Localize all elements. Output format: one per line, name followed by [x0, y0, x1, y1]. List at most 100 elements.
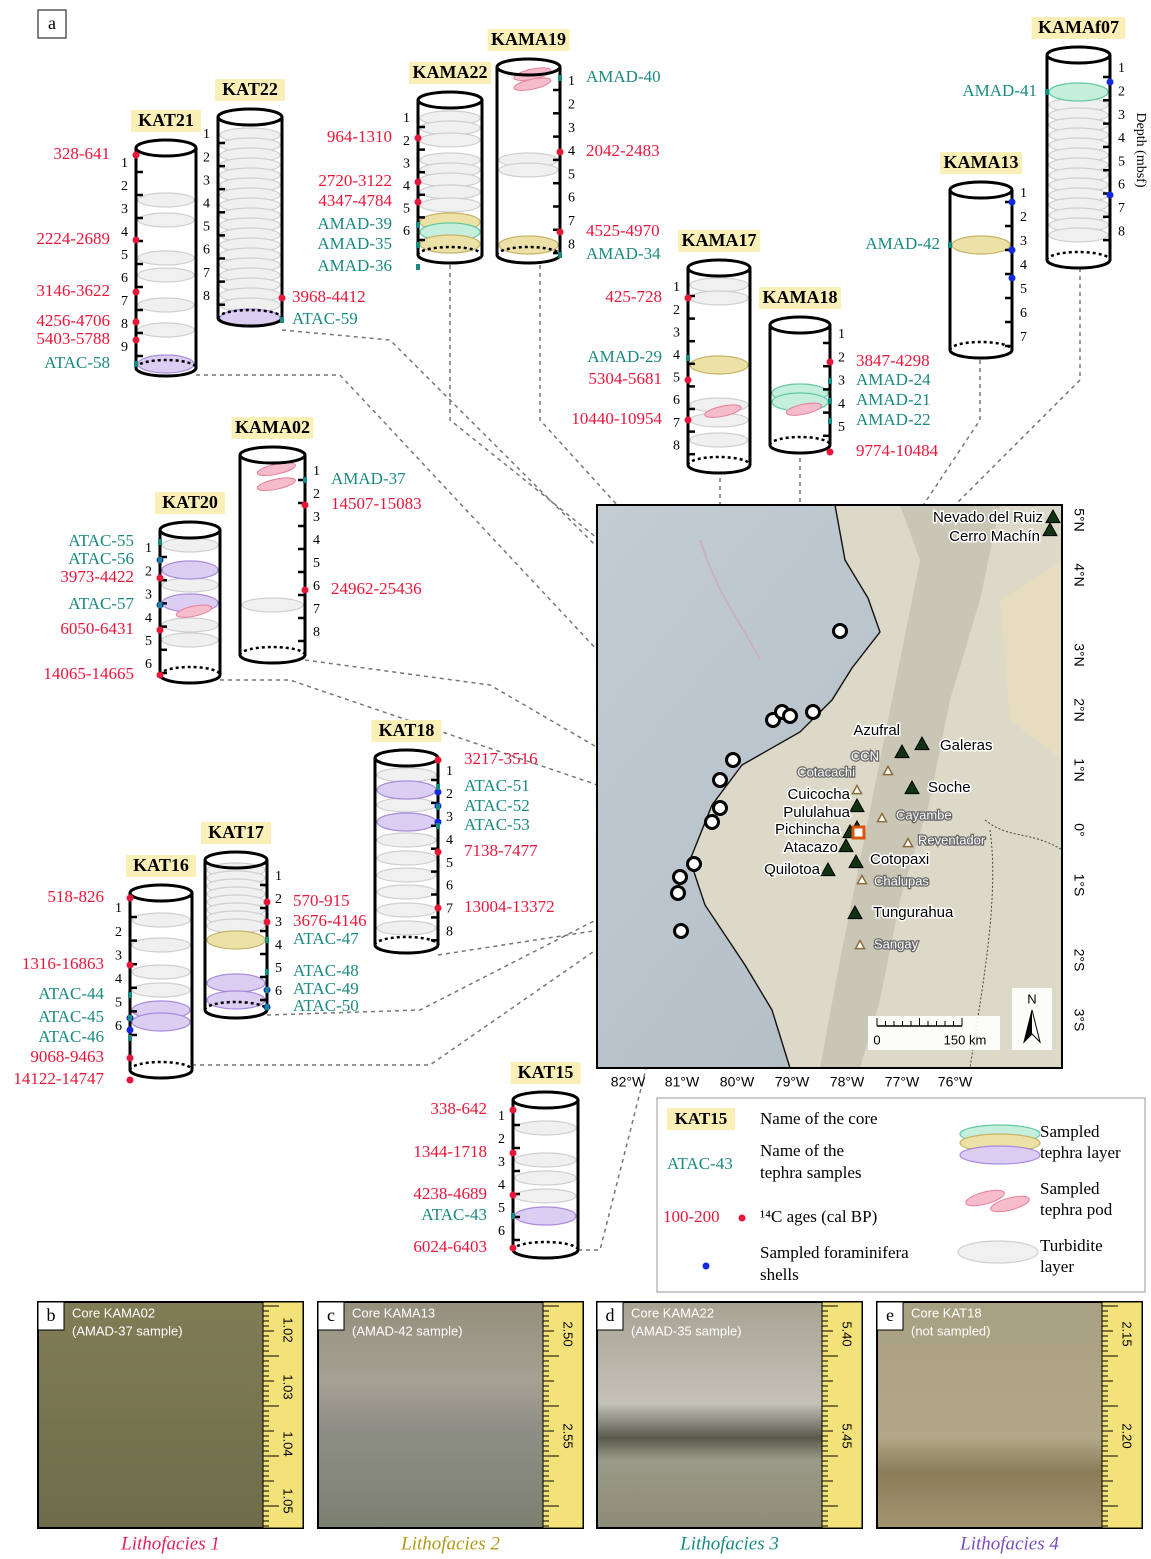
core-top — [134, 138, 198, 158]
age-dot — [826, 448, 834, 456]
depth-label: 6 — [145, 657, 152, 672]
age-dot — [414, 178, 422, 186]
core-name-box — [155, 492, 225, 514]
age-dot — [414, 134, 422, 142]
depth-label: 6 — [568, 191, 575, 206]
turbidite-layer — [514, 1188, 577, 1204]
core-site — [670, 885, 686, 901]
age-label: 14122-14747 — [13, 1069, 104, 1088]
legend-text: tephra samples — [760, 1163, 862, 1182]
sample-mark — [436, 823, 440, 829]
minor-volcano — [902, 836, 914, 848]
age-dot — [126, 961, 134, 969]
volcano — [820, 861, 836, 877]
legend-pod — [990, 1195, 1030, 1213]
core-top — [238, 445, 307, 465]
age-label: 1316-16863 — [22, 954, 104, 973]
age-label: 425-728 — [605, 287, 662, 306]
age-label: 14065-14665 — [43, 664, 134, 683]
depth-label: 5 — [275, 961, 282, 976]
scale-strip — [542, 1301, 584, 1529]
depth-label: 5 — [403, 202, 410, 217]
core-name-box — [940, 152, 1022, 174]
age-dot — [132, 288, 140, 296]
core-name: KAMA17 — [682, 230, 757, 250]
depth-label: 4 — [568, 144, 575, 159]
depth-label: 8 — [673, 438, 680, 453]
sample-label: AMAD-35 — [317, 234, 392, 253]
legend-age: 100-200 — [663, 1207, 720, 1226]
sample-label: AMAD-42 — [865, 234, 940, 253]
age-label: 3217-3516 — [464, 749, 538, 768]
sample-mark — [558, 75, 562, 81]
volcano — [849, 797, 865, 813]
core-bottom — [134, 367, 198, 378]
photo-caption: Lithofacies 3 — [679, 1533, 779, 1554]
legend-age-dot — [738, 1214, 746, 1222]
age-label: 964-1310 — [327, 127, 392, 146]
minor-volcano-label: CCN — [851, 748, 879, 763]
volcano — [1042, 521, 1058, 537]
core-name-box — [371, 720, 442, 742]
depth-label: 2 — [403, 134, 410, 149]
depth-label: 5 — [446, 856, 453, 871]
depth-label: 5 — [115, 996, 122, 1011]
age-dot — [263, 898, 271, 906]
core-name: KAMA18 — [763, 287, 838, 307]
core-name: KAMA13 — [944, 152, 1019, 172]
core-name-box — [678, 230, 760, 252]
age-dot — [509, 1244, 517, 1252]
depth-label: 7 — [121, 294, 128, 309]
legend-foram-dot — [702, 1262, 710, 1270]
minor-volcano — [851, 783, 863, 795]
age-label: 1344-1718 — [413, 1142, 487, 1161]
lon-label: 78°W — [830, 1074, 865, 1090]
tephra-layer — [161, 560, 219, 580]
volcano — [838, 837, 854, 853]
core-top — [768, 315, 832, 335]
depth-label: 1 — [838, 327, 845, 342]
core-name: KAT16 — [133, 855, 189, 875]
tephra-pod — [704, 404, 742, 418]
age-label: 338-642 — [430, 1099, 487, 1118]
sample-label: ATAC-59 — [292, 309, 358, 328]
turbidite-layer — [376, 902, 437, 918]
foraminifera-dot — [1008, 198, 1016, 206]
tephra-pod — [785, 402, 823, 416]
depth-label: 1 — [568, 74, 575, 89]
sample-mark — [158, 557, 162, 563]
depth-label: 5 — [121, 248, 128, 263]
depth-label: 1 — [115, 901, 122, 916]
depth-label: 3 — [275, 915, 282, 930]
age-dot — [132, 318, 140, 326]
age-label: 4347-4784 — [318, 191, 392, 210]
lon-label: 79°W — [775, 1074, 810, 1090]
connector — [449, 265, 781, 686]
core-bottom — [203, 1009, 269, 1020]
depth-label: 4 — [145, 611, 152, 626]
sample-mark — [134, 361, 138, 367]
depth-label: 7 — [673, 416, 680, 431]
turbidite-layer — [131, 982, 191, 998]
photo-label-box — [37, 1301, 65, 1331]
lat-label: 3°S — [1071, 1009, 1087, 1032]
core-site — [805, 704, 821, 720]
city-marker — [851, 825, 866, 840]
depth-label: 5 — [313, 556, 320, 571]
depth-label: 4 — [313, 533, 320, 548]
sample-label: ATAC-58 — [44, 353, 110, 372]
sample-label: AMAD-39 — [317, 214, 392, 233]
sample-label: ATAC-48 — [293, 961, 359, 980]
age-label: 7138-7477 — [464, 841, 538, 860]
core-site — [712, 800, 728, 816]
sample-label: AMAD-29 — [587, 347, 662, 366]
age-dot — [301, 586, 309, 594]
depth-label: 1 — [673, 280, 680, 295]
depth-label: 5 — [1118, 154, 1125, 169]
tephra-layer — [206, 990, 266, 1010]
connector — [196, 374, 701, 761]
depth-label: 1 — [203, 127, 210, 142]
core-name: KAMAf07 — [1038, 17, 1119, 37]
age-label: 9068-9463 — [30, 1047, 104, 1066]
